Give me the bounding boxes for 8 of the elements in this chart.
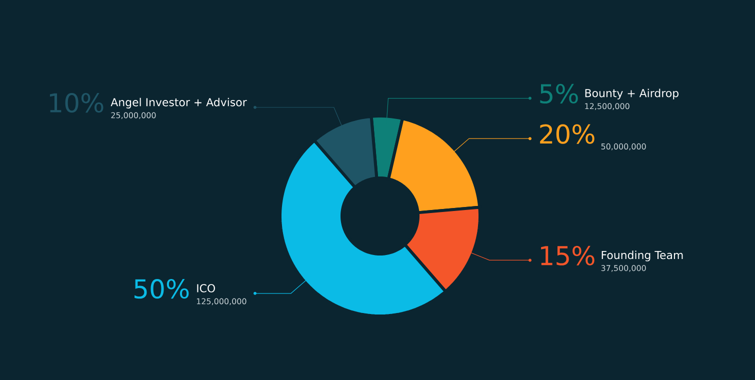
data-label: 50% [134,279,189,299]
data-label: 5% [540,84,578,104]
data-label: 15% [541,246,594,266]
slice-label: ICO [197,284,215,292]
slice-label: Founding Team [602,250,683,262]
data-label: 20% [540,124,594,144]
legend-label: Angel Investor + Advisor [110,98,247,108]
slice-label: Bounty + Airdrop [585,88,678,100]
